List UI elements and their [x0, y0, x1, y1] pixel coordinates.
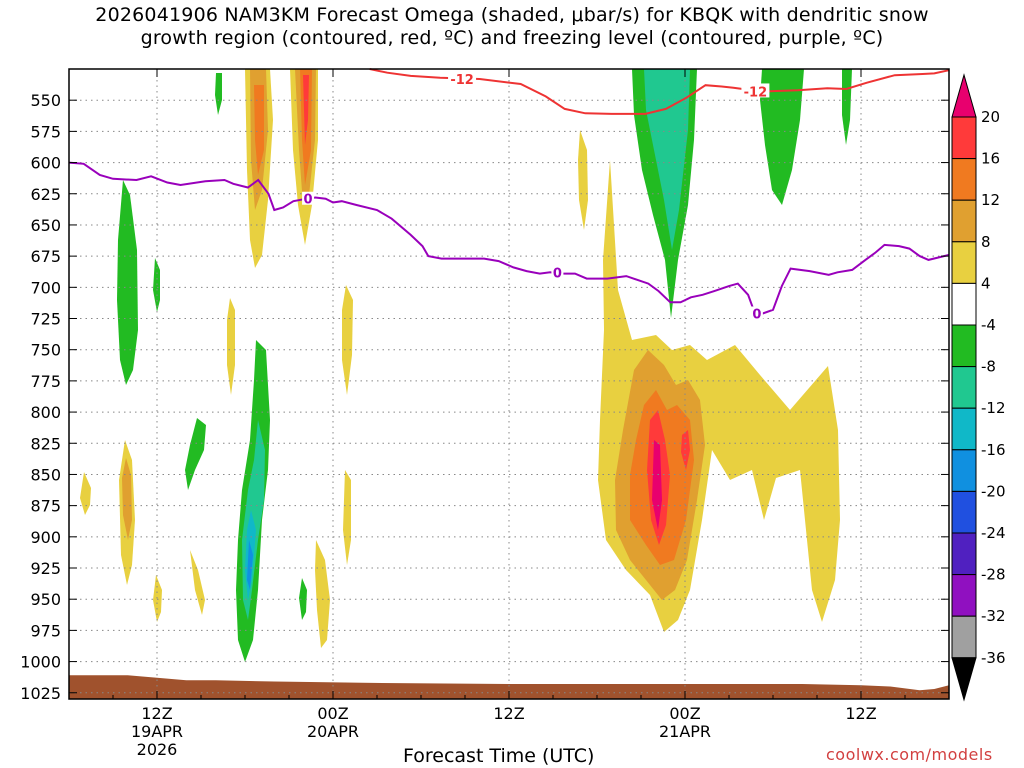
- colorbar-label-10: -24: [981, 524, 1006, 542]
- colorbar-swatch-9: [951, 490, 977, 534]
- colorbar-label-6: -8: [981, 358, 996, 376]
- x-tick-label-3-2: 21APR: [659, 722, 711, 741]
- freezing-contour-label-0: 0: [304, 193, 313, 208]
- dgz-label-bg-1: [741, 83, 770, 98]
- colorbar-swatch-3: [951, 241, 977, 284]
- y-tick-label-1000: 1000: [20, 653, 61, 672]
- title-line-1: 2026041906 NAM3KM Forecast Omega (shaded…: [95, 4, 929, 26]
- colorbar-label-0: 20: [981, 108, 1000, 126]
- chart-title: 2026041906 NAM3KM Forecast Omega (shaded…: [0, 4, 1024, 50]
- omega-cell-yellow-2: [342, 285, 353, 395]
- y-tick-label-825: 825: [30, 434, 61, 453]
- y-tick-label-675: 675: [30, 247, 61, 266]
- freezing-contour-label-2: 0: [752, 308, 761, 323]
- y-tick-label-875: 875: [30, 497, 61, 516]
- colorbar-swatch-5: [951, 324, 977, 368]
- freezing-level-contour-line: [68, 161, 950, 316]
- dgz-contour-label-0: -12: [450, 73, 474, 88]
- x-tick-label-2-1: 12Z: [493, 704, 524, 723]
- colorbar-swatch-1: [951, 158, 977, 201]
- fz-label-bg-0: [302, 191, 315, 205]
- y-tick-label-925: 925: [30, 559, 61, 578]
- contour-layer: -12 -12 0 0 0: [68, 68, 950, 323]
- colorbar-label-7: -12: [981, 399, 1006, 417]
- x-tick-label-1-2: 20APR: [307, 722, 359, 741]
- colorbar-label-5: -4: [981, 316, 996, 334]
- y-tick-label-550: 550: [30, 91, 61, 110]
- colorbar-swatch-4: [951, 282, 977, 326]
- colorbar-label-11: -28: [981, 566, 1006, 584]
- y-tick-label-700: 700: [30, 278, 61, 297]
- omega-cell-yellow-1: [227, 298, 235, 395]
- colorbar-label-1: 16: [981, 150, 1000, 168]
- colorbar-swatch-6: [951, 366, 977, 409]
- contour-labels: -12 -12 0 0 0: [302, 70, 770, 323]
- y-tick-label-750: 750: [30, 341, 61, 360]
- colorbar-label-2: 12: [981, 191, 1000, 209]
- y-tick-label-600: 600: [30, 154, 61, 173]
- y-axis: 550 575 600 625 650 675 700 725 750 775 800 825 850 8…: [20, 91, 949, 703]
- colorbar-label-8: -16: [981, 441, 1006, 459]
- omega-cell-lower-left: [80, 418, 351, 622]
- dgz-contour-label-1: -12: [744, 85, 768, 100]
- x-axis-title: Forecast Time (UTC): [403, 745, 595, 767]
- omega-cell-green-1: [117, 180, 138, 385]
- y-tick-label-900: 900: [30, 528, 61, 547]
- y-tick-label-1025: 1025: [20, 684, 61, 703]
- colorbar-label-3: 8: [981, 233, 991, 251]
- y-tick-label-800: 800: [30, 403, 61, 422]
- y-tick-label-775: 775: [30, 372, 61, 391]
- colorbar-swatch-2: [951, 199, 977, 243]
- title-line-2: growth region (contoured, red, ºC) and f…: [140, 27, 884, 49]
- y-tick-label-850: 850: [30, 465, 61, 484]
- colorbar-swatch-8: [951, 449, 977, 492]
- dgz-contour-line: [369, 68, 950, 115]
- x-tick-label-4-1: 12Z: [845, 704, 876, 723]
- colorbar-label-12: -32: [981, 607, 1006, 625]
- omega-cell-sinking-core: [236, 340, 330, 662]
- colorbar-bottom-triangle: [951, 657, 977, 702]
- colorbar-swatch-0: [951, 116, 977, 160]
- omega-cell-green-a: [215, 73, 222, 115]
- colorbar-swatch-11: [951, 574, 977, 617]
- colorbar: 20 16 12 8 4 -4 -8 -12 -16 -20 -24 -28 -32 -36: [951, 73, 1006, 702]
- y-tick-label-975: 975: [30, 621, 61, 640]
- colorbar-top-triangle: [951, 73, 977, 118]
- omega-cell-upper-right: [632, 69, 852, 318]
- omega-cell-upper-1: [245, 69, 273, 268]
- x-tick-label-0-1: 12Z: [141, 704, 172, 723]
- colorbar-label-13: -36: [981, 649, 1006, 667]
- x-tick-label-0-3: 2026: [137, 740, 178, 759]
- colorbar-swatch-12: [951, 615, 977, 659]
- x-tick-label-3-1: 00Z: [669, 704, 700, 723]
- x-tick-label-0-2: 19APR: [131, 722, 183, 741]
- omega-cell-lower-right: [578, 130, 840, 632]
- x-tick-label-1-1: 00Z: [317, 704, 348, 723]
- y-tick-label-725: 725: [30, 310, 61, 329]
- y-tick-label-650: 650: [30, 216, 61, 235]
- colorbar-swatch-7: [951, 407, 977, 451]
- omega-cell-upper-2: [290, 69, 318, 245]
- y-tick-label-575: 575: [30, 122, 61, 141]
- colorbar-swatch-10: [951, 532, 977, 576]
- fz-label-bg-1: [551, 265, 564, 279]
- fz-label-bg-2: [750, 306, 763, 320]
- credit-link[interactable]: coolwx.com/models: [826, 745, 993, 764]
- y-tick-label-950: 950: [30, 590, 61, 609]
- freezing-contour-label-1: 0: [553, 266, 562, 281]
- dgz-label-bg-0: [448, 70, 477, 85]
- colorbar-label-4: 4: [981, 274, 991, 292]
- colorbar-label-9: -20: [981, 482, 1006, 500]
- y-tick-label-625: 625: [30, 185, 61, 204]
